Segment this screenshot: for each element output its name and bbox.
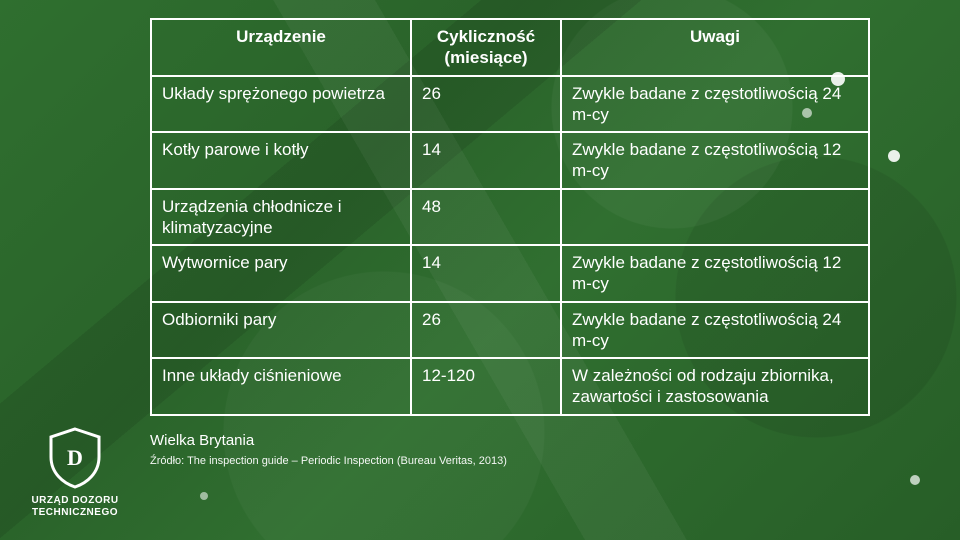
inspection-table-container: Urządzenie Cykliczność (miesiące) Uwagi … — [150, 18, 870, 416]
cell-cycle: 12-120 — [411, 358, 561, 415]
cell-notes: Zwykle badane z częstotliwością 12 m-cy — [561, 245, 869, 302]
decorative-dot — [200, 492, 208, 500]
header-device: Urządzenie — [151, 19, 411, 76]
cell-cycle: 14 — [411, 245, 561, 302]
table-header-row: Urządzenie Cykliczność (miesiące) Uwagi — [151, 19, 869, 76]
cell-device: Układy sprężonego powietrza — [151, 76, 411, 133]
cell-notes: Zwykle badane z częstotliwością 24 m-cy — [561, 302, 869, 359]
cell-cycle: 26 — [411, 76, 561, 133]
cell-device: Wytwornice pary — [151, 245, 411, 302]
table-row: Kotły parowe i kotły 14 Zwykle badane z … — [151, 132, 869, 189]
cell-device: Inne układy ciśnieniowe — [151, 358, 411, 415]
table-row: Urządzenia chłodnicze i klimatyzacyjne 4… — [151, 189, 869, 246]
cell-notes: Zwykle badane z częstotliwością 12 m-cy — [561, 132, 869, 189]
cell-cycle: 26 — [411, 302, 561, 359]
decorative-dot — [888, 150, 900, 162]
table-row: Układy sprężonego powietrza 26 Zwykle ba… — [151, 76, 869, 133]
cell-notes: Zwykle badane z częstotliwością 24 m-cy — [561, 76, 869, 133]
table-row: Inne układy ciśnieniowe 12-120 W zależno… — [151, 358, 869, 415]
cell-cycle: 48 — [411, 189, 561, 246]
table-row: Wytwornice pary 14 Zwykle badane z częst… — [151, 245, 869, 302]
cell-notes: W zależności od rodzaju zbiornika, zawar… — [561, 358, 869, 415]
cell-device: Odbiorniki pary — [151, 302, 411, 359]
country-caption: Wielka Brytania — [150, 432, 254, 449]
logo-text-line2: TECHNICZNEGO — [20, 507, 130, 519]
svg-text:D: D — [67, 445, 83, 470]
cell-cycle: 14 — [411, 132, 561, 189]
source-citation: Źródło: The inspection guide – Periodic … — [150, 455, 507, 467]
decorative-dot — [910, 475, 920, 485]
logo-text-line1: URZĄD DOZORU — [20, 495, 130, 507]
cell-notes — [561, 189, 869, 246]
header-notes: Uwagi — [561, 19, 869, 76]
cell-device: Kotły parowe i kotły — [151, 132, 411, 189]
header-cycle: Cykliczność (miesiące) — [411, 19, 561, 76]
shield-icon: D — [47, 427, 103, 489]
cell-device: Urządzenia chłodnicze i klimatyzacyjne — [151, 189, 411, 246]
udt-logo: D URZĄD DOZORU TECHNICZNEGO — [20, 427, 130, 518]
inspection-table: Urządzenie Cykliczność (miesiące) Uwagi … — [150, 18, 870, 416]
table-row: Odbiorniki pary 26 Zwykle badane z częst… — [151, 302, 869, 359]
